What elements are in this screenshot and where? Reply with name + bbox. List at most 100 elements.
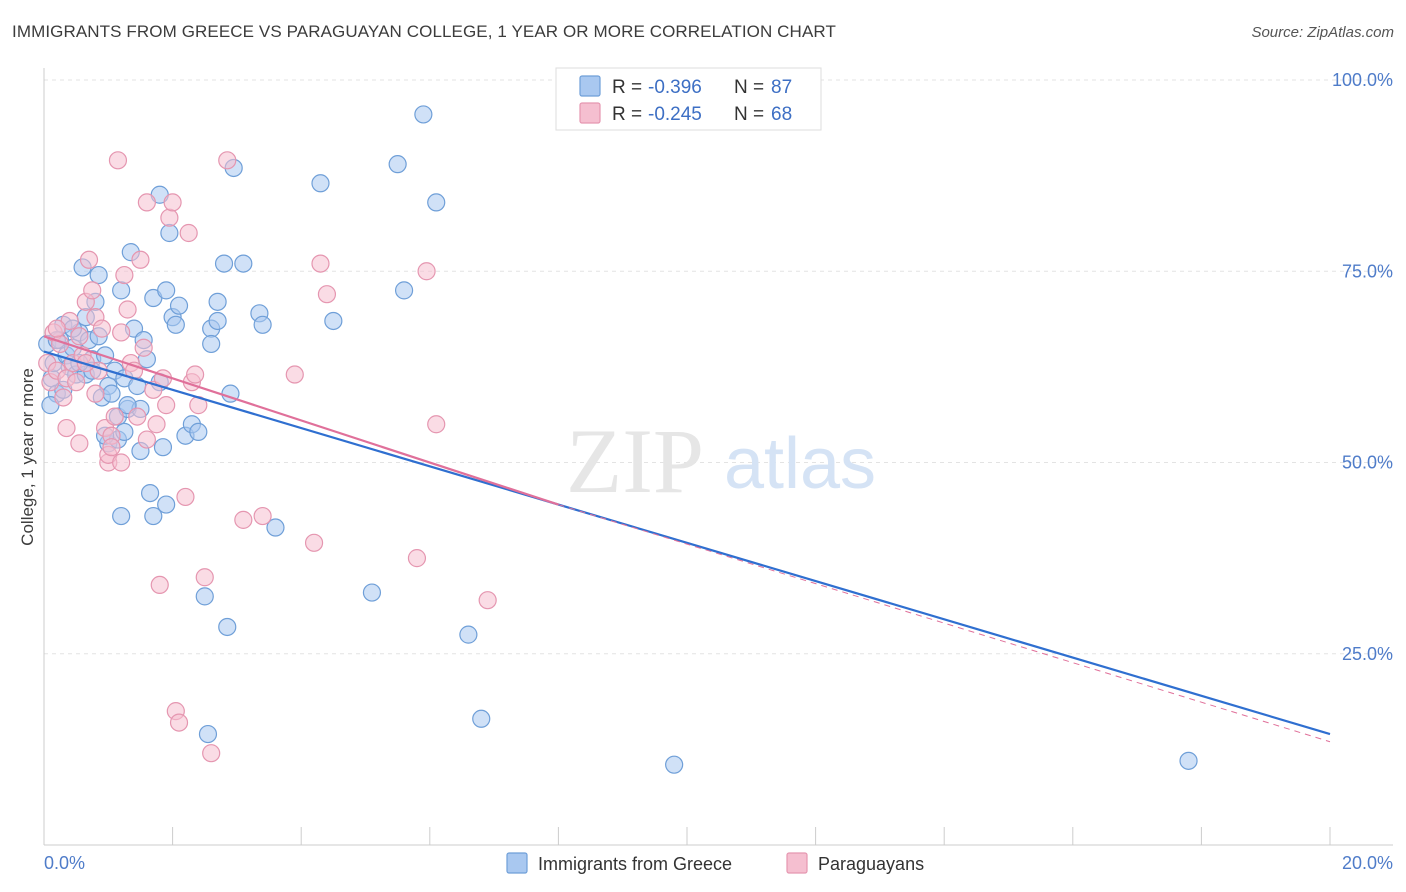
paraguayan-point (285, 365, 304, 384)
paraguayan-point (311, 254, 330, 273)
greece-point (414, 105, 433, 124)
legend-r-label: R = (612, 104, 642, 125)
greece-point (214, 254, 234, 273)
legend-swatch (579, 102, 601, 124)
x-tick-label: 0.0% (44, 853, 85, 873)
paraguayan-point (70, 434, 89, 453)
trend-lines (43, 335, 1331, 743)
paraguayan-point (102, 438, 121, 457)
legend-n-label: N = (734, 104, 764, 125)
y-tick-label: 100.0% (1332, 70, 1393, 90)
y-tick-label: 25.0% (1342, 644, 1393, 664)
source-label: Source: ZipAtlas.com (1251, 24, 1394, 41)
y-tick-label: 50.0% (1342, 453, 1393, 473)
paraguayan-point (234, 510, 253, 529)
greece-trend-line (43, 350, 1331, 736)
paraguayan-point (70, 327, 89, 346)
watermark: ZIP atlas (566, 410, 876, 512)
paraguayan-point (427, 415, 446, 434)
paraguayan-point (304, 533, 324, 552)
data-points (38, 105, 1198, 774)
paraguayan-point (112, 453, 131, 472)
greece-point (459, 625, 478, 644)
paraguayan-point (118, 300, 137, 319)
paraguayan-point (57, 418, 76, 438)
greece-point (189, 422, 208, 441)
greece-point (665, 755, 684, 774)
paraguayan-point (67, 373, 86, 392)
greece-point (427, 193, 446, 212)
y-axis-label: College, 1 year or more (18, 368, 37, 546)
paraguayan-point (105, 407, 124, 426)
greece-point (218, 617, 237, 637)
y-tick-label: 75.0% (1342, 261, 1393, 281)
paraguayan-point (150, 575, 169, 595)
greece-point (208, 311, 227, 331)
greece-point (472, 709, 491, 728)
paraguayan-point (186, 365, 205, 384)
legend-r-value: -0.245 (648, 104, 702, 125)
bottom-legend: Immigrants from Greece Paraguayans (506, 852, 924, 874)
paraguayan-point (253, 506, 272, 526)
greece-point (153, 438, 173, 457)
legend-swatch (579, 75, 601, 97)
greece-point (208, 292, 227, 311)
greece-point (169, 296, 189, 315)
greece-point (362, 583, 382, 602)
paraguayan-point (407, 549, 427, 568)
greece-point (324, 311, 343, 331)
bottom-legend-label-greece: Immigrants from Greece (538, 854, 732, 874)
chart-title: IMMIGRANTS FROM GREECE VS PARAGUAYAN COL… (12, 22, 836, 41)
greece-point (195, 587, 214, 606)
paraguayan-point (417, 262, 436, 281)
axes: 0.0% 20.0% (43, 68, 1393, 873)
paraguayan-trend-extension (558, 504, 1331, 743)
watermark-atlas: atlas (724, 424, 876, 504)
paraguayan-point (157, 396, 176, 415)
greece-point (102, 384, 121, 403)
greece-point (198, 724, 218, 744)
paraguayan-point (79, 250, 99, 269)
legend-n-value: 87 (771, 77, 792, 98)
greece-point (266, 518, 285, 537)
paraguayan-point (317, 285, 337, 304)
paraguayan-point (147, 415, 166, 434)
paraguayan-point (134, 338, 153, 357)
greece-point (89, 265, 108, 285)
legend-r-label: R = (612, 77, 642, 98)
greece-point (157, 495, 176, 514)
greece-point (234, 254, 253, 273)
paraguayan-trend-line (43, 335, 559, 506)
bottom-legend-swatch-paraguayans (786, 852, 808, 874)
greece-point (1179, 751, 1198, 770)
paraguayan-point (83, 281, 102, 300)
paraguayan-point (478, 591, 497, 610)
paraguayan-point (195, 568, 214, 587)
paraguayan-point (115, 265, 134, 285)
watermark-zip: ZIP (566, 410, 704, 512)
greece-point (140, 484, 160, 503)
greece-point (253, 315, 272, 334)
paraguayan-point (137, 430, 156, 449)
greece-point (394, 281, 414, 300)
paraguayan-point (163, 193, 182, 212)
greece-point (311, 174, 330, 193)
legend-n-label: N = (734, 77, 764, 98)
paraguayan-point (47, 319, 66, 338)
greece-point (166, 315, 185, 334)
paraguayan-point (131, 250, 150, 269)
paraguayan-point (112, 323, 131, 342)
greece-point (388, 155, 407, 174)
greece-point (112, 506, 131, 526)
legend-r-value: -0.396 (648, 77, 702, 98)
bottom-legend-swatch-greece (506, 852, 528, 874)
paraguayan-point (54, 388, 73, 407)
paraguayan-point (137, 193, 156, 212)
paraguayan-point (108, 151, 128, 170)
gridlines: 25.0% 50.0% 75.0% 100.0% (44, 70, 1393, 664)
greece-point (157, 281, 176, 300)
greece-point (144, 506, 163, 526)
legend: R = -0.396 N = 87 R = -0.245 N = 68 (555, 67, 822, 131)
paraguayan-point (169, 713, 189, 732)
